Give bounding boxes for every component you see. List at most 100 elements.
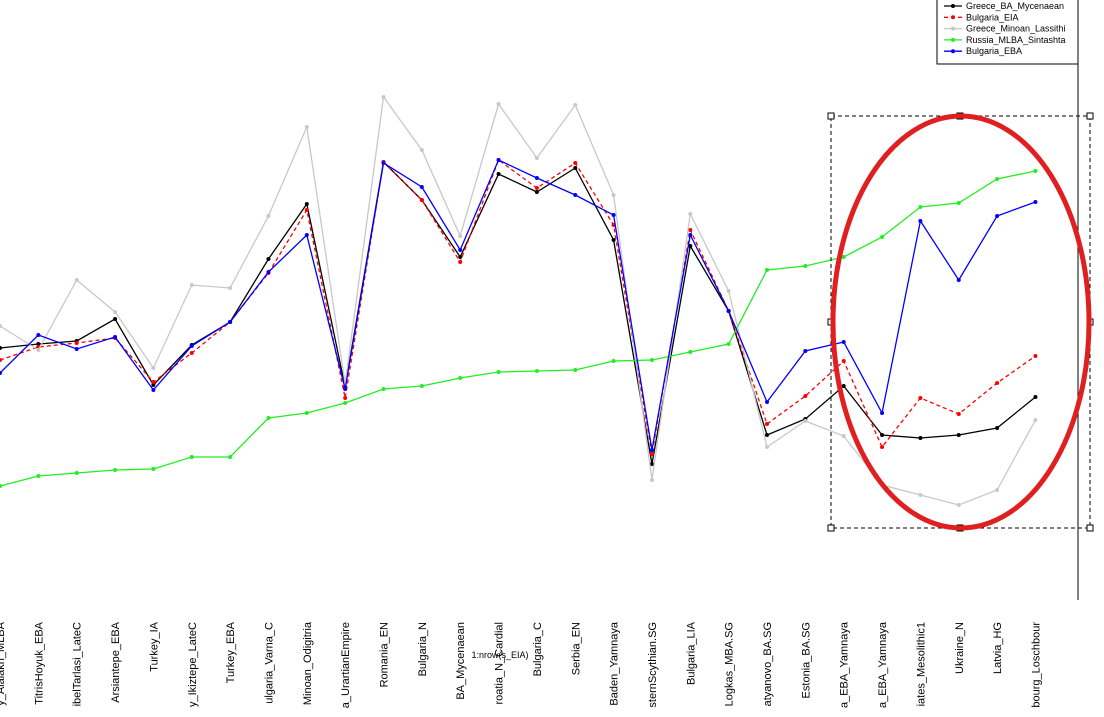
point (688, 212, 693, 216)
point (36, 333, 41, 337)
series-line (0, 158, 1036, 455)
legend-dot (951, 15, 955, 20)
point (803, 349, 808, 353)
point (688, 228, 693, 232)
point (304, 202, 309, 206)
point (458, 234, 463, 238)
legend-dot (951, 37, 955, 42)
point (803, 264, 808, 268)
point (649, 358, 654, 362)
point (36, 342, 41, 346)
point (995, 214, 1000, 218)
point (573, 166, 578, 170)
point (151, 388, 156, 392)
point (304, 411, 309, 415)
legend-label: Bulgaria_EBA (966, 46, 1022, 56)
point (918, 396, 923, 400)
point (74, 341, 79, 345)
point (995, 426, 1000, 430)
point (611, 238, 616, 242)
handle[interactable] (827, 524, 835, 532)
point (534, 186, 539, 190)
series-line (0, 95, 1037, 506)
x-tick-label: BA_Mycenaean (455, 622, 467, 700)
point (765, 422, 769, 426)
point (496, 158, 501, 162)
point (381, 161, 386, 165)
point (765, 268, 769, 272)
point (496, 370, 501, 374)
point (995, 177, 1000, 181)
x-tick-label: Bulgaria_LIA (685, 621, 697, 685)
point (36, 348, 41, 352)
point (0, 358, 2, 362)
point (458, 255, 463, 259)
highlight-ellipse (830, 113, 1092, 531)
x-tick-label: a_EBA_Yamnaya (839, 621, 851, 708)
x-tick-label: a_EBA_Yamnaya (877, 621, 889, 708)
x-tick-label: Ukraine_N (954, 622, 966, 674)
point (74, 347, 79, 351)
point (841, 384, 846, 388)
x-tick-label: Turkey_EBA (225, 621, 237, 683)
point (573, 193, 578, 197)
point (189, 344, 194, 348)
point (496, 172, 501, 176)
x-tick-label: Logkas_MBA.SG (724, 622, 736, 706)
point (573, 368, 578, 372)
point (880, 235, 885, 239)
point (880, 445, 885, 449)
point (956, 503, 961, 507)
handle[interactable] (1086, 112, 1094, 120)
point (649, 478, 654, 482)
point (611, 213, 616, 217)
point (419, 148, 424, 152)
point (419, 384, 424, 388)
point (649, 462, 654, 466)
point (266, 270, 271, 274)
point (1033, 169, 1038, 173)
x-tick-label: sternScythian.SG (647, 622, 659, 708)
point (841, 434, 846, 438)
annotation: 1:nrow(s_EIA) (471, 650, 528, 660)
point (0, 346, 2, 350)
point (74, 278, 79, 282)
point (266, 257, 271, 261)
x-tick-label: Bulgaria_C (532, 622, 544, 676)
legend-label: Russia_MLBA_Sintashta (966, 35, 1066, 45)
point (458, 376, 463, 380)
point (151, 467, 156, 471)
point (151, 383, 156, 387)
point (688, 233, 693, 237)
x-tick-label: Bulgaria_N (417, 622, 429, 676)
point (918, 219, 923, 223)
point (880, 411, 885, 415)
legend-dot (951, 26, 955, 31)
handle[interactable] (827, 112, 835, 120)
point (803, 419, 808, 423)
point (1033, 200, 1038, 204)
point (726, 342, 731, 346)
point (573, 103, 578, 107)
point (956, 201, 961, 205)
x-tick-label: atyanovo_BA.SG (762, 622, 774, 706)
handle[interactable] (1086, 524, 1094, 532)
point (304, 125, 309, 129)
point (841, 255, 846, 259)
point (36, 474, 41, 478)
point (956, 278, 961, 282)
x-tick-label: ibelTarlasi_LateC (72, 622, 84, 706)
point (189, 455, 194, 459)
point (1033, 418, 1038, 422)
point (765, 400, 769, 404)
point (995, 488, 1000, 492)
point (228, 286, 233, 290)
point (918, 205, 923, 209)
point (803, 394, 808, 398)
x-tick-label: TitrisHoyuk_EBA (33, 621, 45, 704)
point (113, 335, 118, 339)
series-line (0, 160, 1036, 465)
point (841, 359, 846, 363)
point (688, 244, 693, 248)
